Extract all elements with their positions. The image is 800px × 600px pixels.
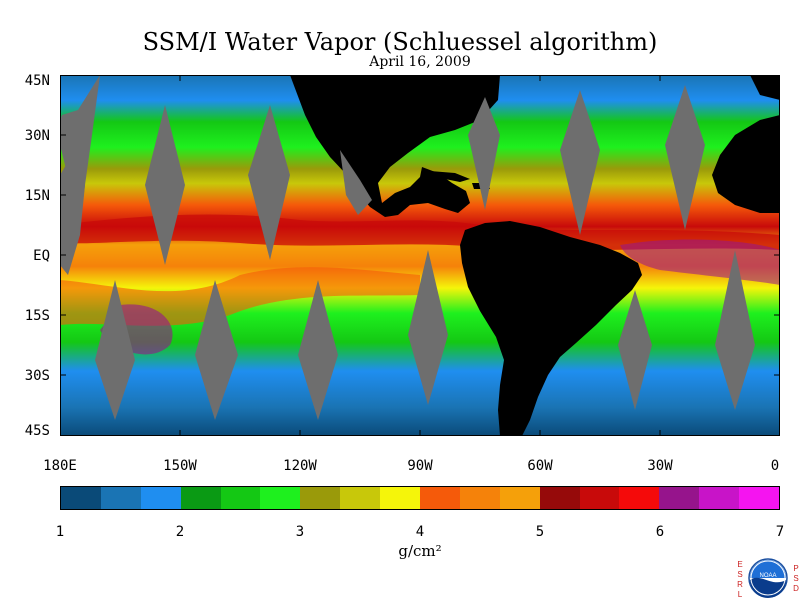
color-scale-cell <box>539 487 580 509</box>
noaa-seal-text: NOAA <box>759 573 776 579</box>
lon-label-150w: 150W <box>163 458 197 474</box>
color-scale-bar <box>60 486 780 510</box>
scale-label-6: 6 <box>655 524 665 540</box>
swath-gap <box>618 290 652 410</box>
water-vapor-map <box>60 75 780 436</box>
color-scale-cell <box>260 487 301 509</box>
swath-gaps <box>60 75 755 420</box>
color-scale-cell <box>659 487 700 509</box>
logo-letter: E <box>737 560 743 569</box>
land-europe <box>750 75 780 100</box>
lon-label-60w: 60W <box>527 458 553 474</box>
lon-label-120w: 120W <box>283 458 317 474</box>
lat-label-15n: 15N <box>24 188 50 204</box>
swath-gap <box>715 250 755 410</box>
land-north-america <box>290 75 500 217</box>
color-scale-cell <box>380 487 421 509</box>
color-scale-cell <box>100 487 141 509</box>
swath-gap <box>60 75 100 225</box>
swath-gap <box>145 105 185 265</box>
color-scale-cell <box>459 487 500 509</box>
unit-label: g/cm² <box>398 542 442 560</box>
scale-label-1: 1 <box>55 524 65 540</box>
lon-label-30w: 30W <box>647 458 673 474</box>
swath-gap <box>340 150 372 215</box>
color-scale-cell <box>300 487 341 509</box>
color-scale-cell <box>180 487 221 509</box>
color-scale-cell <box>499 487 540 509</box>
color-scale-cell <box>699 487 740 509</box>
moist-patch-east <box>620 239 780 285</box>
moist-band-north <box>60 214 780 251</box>
land-africa <box>712 115 780 213</box>
color-scale-cell <box>739 487 780 509</box>
lat-label-eq: EQ <box>33 248 50 264</box>
swath-gap <box>468 97 500 210</box>
lon-label-180e: 180E <box>43 458 77 474</box>
swath-gap <box>298 280 338 420</box>
lon-label-90w: 90W <box>407 458 433 474</box>
lon-label-0: 0 <box>770 458 780 474</box>
logo-letter: P <box>793 564 799 573</box>
swath-gap <box>560 90 600 235</box>
swath-gap <box>195 280 238 420</box>
land-south-america <box>460 221 642 436</box>
map-title: SSM/I Water Vapor (Schluessel algorithm) <box>142 28 658 56</box>
logo-letter: S <box>793 574 799 583</box>
color-scale-cell <box>619 487 660 509</box>
lat-label-15s: 15S <box>24 308 50 324</box>
scale-label-5: 5 <box>535 524 545 540</box>
scale-label-2: 2 <box>175 524 185 540</box>
color-scale-cell <box>340 487 381 509</box>
map-date: April 16, 2009 <box>369 54 471 70</box>
noaa-esrl-logo: E S R L P S D NOAA <box>734 558 800 600</box>
swath-gap <box>408 250 448 405</box>
swath-gap <box>95 280 135 420</box>
noaa-seal-icon: NOAA <box>748 558 788 598</box>
scale-label-7: 7 <box>775 524 785 540</box>
color-scale-cell <box>579 487 620 509</box>
color-scale-cell <box>420 487 460 509</box>
color-scale-cell <box>61 487 101 509</box>
swath-gap <box>60 155 85 275</box>
logo-letter: D <box>793 584 799 593</box>
scale-label-3: 3 <box>295 524 305 540</box>
scale-label-4: 4 <box>415 524 425 540</box>
lat-label-45n: 45N <box>24 73 50 89</box>
color-scale-cell <box>220 487 261 509</box>
axis-ticks <box>60 75 780 436</box>
lat-label-30n: 30N <box>24 128 50 144</box>
color-scale-cell <box>140 487 181 509</box>
swath-gap <box>248 105 290 260</box>
logo-letter: R <box>737 580 743 589</box>
land-cuba <box>430 171 470 182</box>
lat-label-45s: 45S <box>24 423 50 439</box>
lat-label-30s: 30S <box>24 368 50 384</box>
swath-gap <box>665 85 705 230</box>
logo-letter: L <box>737 590 743 599</box>
logo-letter: S <box>737 570 743 579</box>
